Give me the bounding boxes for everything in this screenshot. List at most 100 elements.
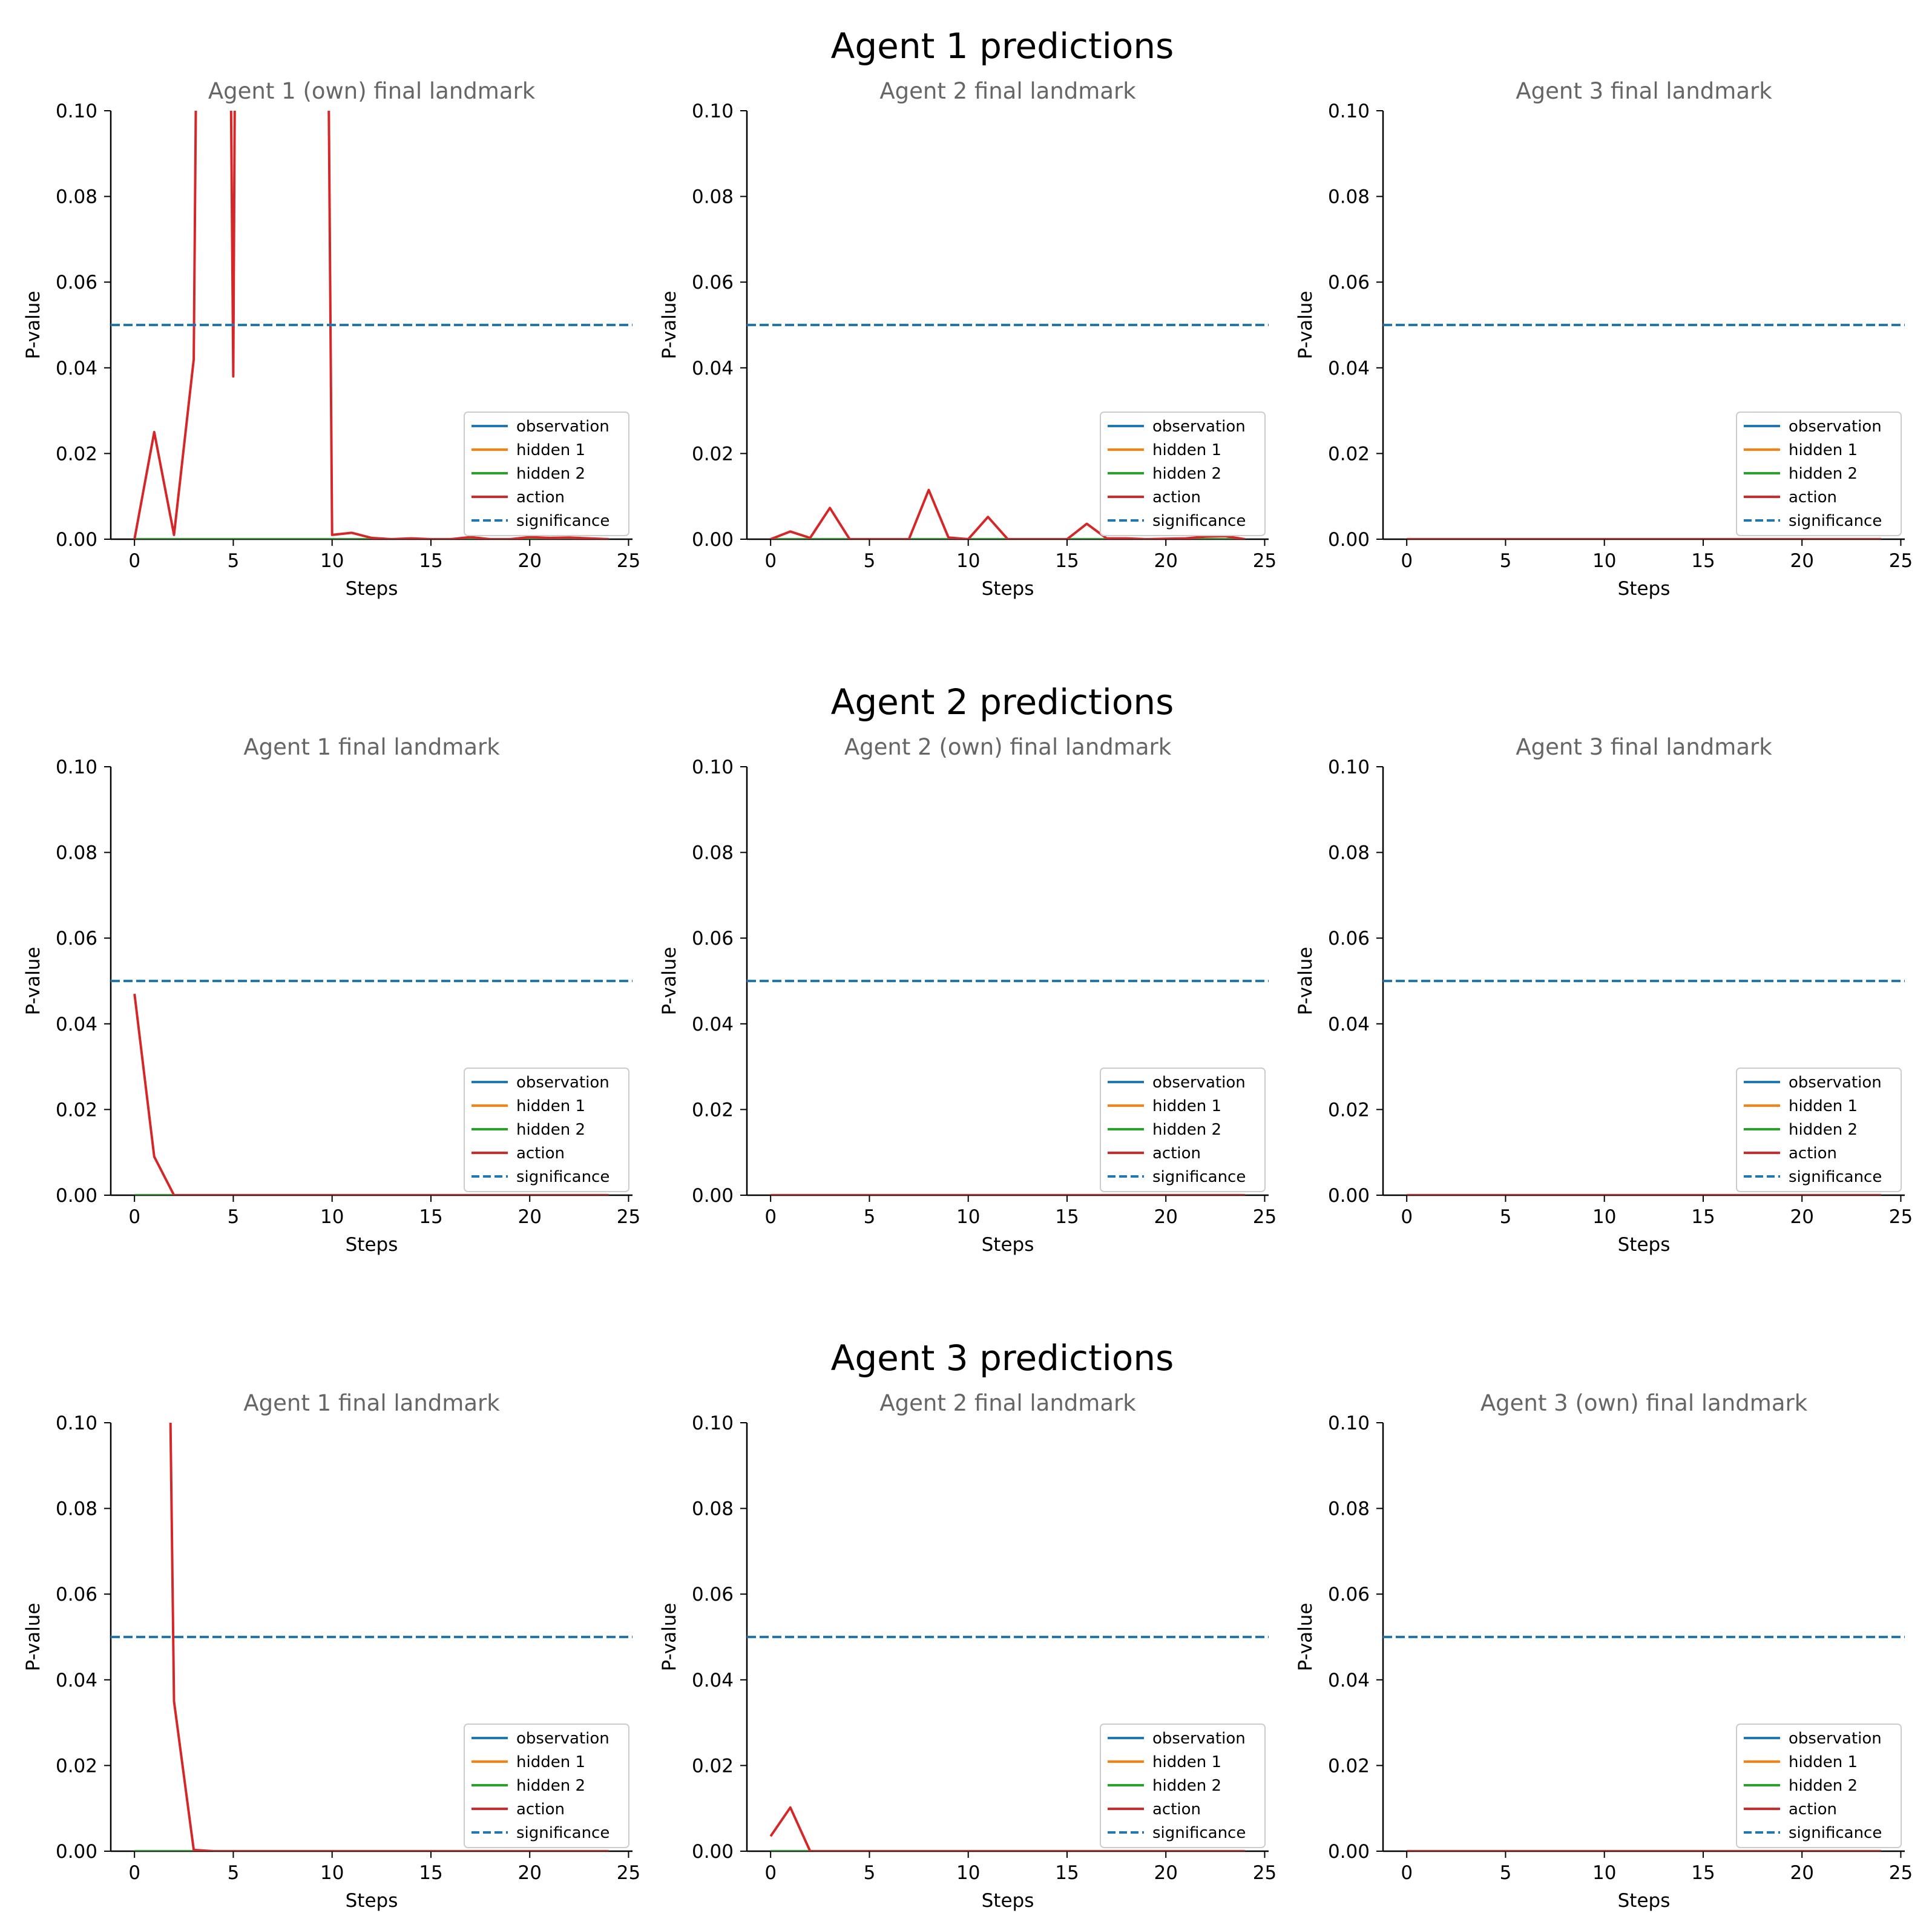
y-tick-label: 0.00	[692, 1185, 734, 1207]
y-tick-label: 0.08	[692, 842, 734, 864]
x-tick-label: 10	[1592, 550, 1616, 572]
legend-frame	[1736, 1068, 1902, 1192]
x-tick-label: 25	[1889, 1206, 1913, 1228]
series-line-action	[770, 488, 1246, 539]
legend-label-action: action	[1789, 1144, 1837, 1163]
x-tick-label: 5	[1500, 1206, 1512, 1228]
y-tick-label: 0.08	[692, 186, 734, 208]
x-tick-label: 5	[864, 1862, 876, 1884]
legend-label-hidden-1: hidden 1	[1789, 1097, 1858, 1115]
subplot-2-3: Agent 3 final landmark 0 5 10 15 20 25 0.00 0.02…	[1295, 734, 1913, 1256]
y-tick-label: 0.00	[1328, 1185, 1370, 1207]
y-tick-label: 0.06	[1328, 1584, 1370, 1605]
legend-label-significance: significance	[516, 1168, 610, 1186]
x-axis-label: Steps	[346, 1234, 398, 1256]
x-tick-label: 15	[1691, 550, 1715, 572]
legend-label-observation: observation	[1789, 418, 1882, 436]
y-tick-label: 0.04	[692, 1014, 734, 1035]
y-axis-label: P-value	[1295, 290, 1316, 359]
y-tick-label: 0.10	[56, 1412, 97, 1434]
y-tick-label: 0.08	[1328, 1498, 1370, 1520]
subplot-2-2: Agent 2 (own) final landmark 0 5 10 15 20 25 0.…	[659, 734, 1276, 1256]
y-tick-label: 0.04	[1328, 1014, 1370, 1035]
x-tick-label: 10	[1592, 1206, 1616, 1228]
legend-label-hidden-1: hidden 1	[1789, 441, 1858, 459]
legend-label-hidden-1: hidden 1	[1152, 441, 1221, 459]
y-tick-label: 0.08	[56, 186, 97, 208]
x-tick-label: 0	[764, 550, 777, 572]
legend-label-action: action	[516, 1800, 565, 1819]
legend-label-hidden-2: hidden 2	[1152, 1121, 1221, 1139]
y-tick-label: 0.00	[56, 1841, 97, 1863]
y-tick-label: 0.04	[692, 1670, 734, 1691]
y-axis-label: P-value	[1295, 1602, 1316, 1671]
y-tick-label: 0.02	[1328, 443, 1370, 465]
x-tick-label: 20	[1154, 550, 1177, 572]
x-axis-label: Steps	[982, 1234, 1034, 1256]
x-tick-label: 20	[1154, 1862, 1177, 1884]
x-tick-label: 15	[1055, 550, 1079, 572]
y-axis-label: P-value	[1295, 946, 1316, 1015]
x-tick-label: 5	[1500, 1862, 1512, 1884]
y-tick-label: 0.04	[692, 358, 734, 379]
plot-area	[747, 980, 1269, 1195]
subplot-title: Agent 2 final landmark	[879, 78, 1136, 104]
x-tick-label: 15	[1055, 1862, 1079, 1884]
y-tick-label: 0.04	[56, 1670, 97, 1691]
legend-label-hidden-1: hidden 1	[516, 1753, 585, 1771]
y-tick-label: 0.04	[56, 358, 97, 379]
legend: observation hidden 1 hidden 2 action signifi…	[1736, 1068, 1902, 1192]
legend-label-hidden-1: hidden 1	[1152, 1097, 1221, 1115]
y-axis-label: P-value	[659, 1602, 680, 1671]
y-tick-label: 0.04	[1328, 358, 1370, 379]
x-tick-label: 10	[956, 1862, 980, 1884]
y-tick-label: 0.10	[692, 100, 734, 122]
legend-label-hidden-1: hidden 1	[516, 441, 585, 459]
row-title-3: Agent 3 predictions	[831, 1337, 1174, 1379]
y-tick-label: 0.10	[1328, 100, 1370, 122]
y-tick-label: 0.00	[692, 1841, 734, 1863]
subplot-1-3: Agent 3 final landmark 0 5 10 15 20 25 0.00 0.02…	[1295, 78, 1913, 600]
y-tick-label: 0.02	[56, 443, 97, 465]
legend-label-hidden-2: hidden 2	[1152, 1777, 1221, 1795]
legend-label-hidden-2: hidden 2	[1789, 1121, 1858, 1139]
x-axis-label: Steps	[1618, 1234, 1671, 1256]
legend-label-hidden-1: hidden 1	[516, 1097, 585, 1115]
x-tick-label: 10	[320, 1206, 344, 1228]
legend-label-action: action	[1152, 1144, 1201, 1163]
x-tick-label: 15	[1055, 1206, 1079, 1228]
y-tick-label: 0.10	[692, 1412, 734, 1434]
x-tick-label: 0	[128, 550, 140, 572]
x-tick-label: 5	[864, 1206, 876, 1228]
x-tick-label: 0	[128, 1206, 140, 1228]
legend: observation hidden 1 hidden 2 action signifi…	[1736, 412, 1902, 536]
legend: observation hidden 1 hidden 2 action signifi…	[1100, 412, 1266, 536]
legend-label-significance: significance	[1789, 512, 1882, 530]
plot-area	[1383, 324, 1905, 539]
legend-label-significance: significance	[1152, 1168, 1246, 1186]
y-tick-label: 0.02	[56, 1755, 97, 1777]
legend-frame	[464, 412, 629, 536]
subplot-3-3: Agent 3 (own) final landmark 0 5 10 15 20 25 0.…	[1295, 1390, 1913, 1912]
x-tick-label: 0	[1401, 1862, 1413, 1884]
legend-label-observation: observation	[516, 418, 610, 436]
legend-label-action: action	[1152, 488, 1201, 507]
x-tick-label: 25	[1253, 550, 1276, 572]
legend-frame	[1100, 1724, 1266, 1848]
legend-label-hidden-2: hidden 2	[1152, 465, 1221, 483]
subplot-title: Agent 3 final landmark	[1516, 734, 1772, 760]
x-tick-label: 20	[1790, 1862, 1813, 1884]
plot-area	[111, 1423, 632, 1851]
legend-label-hidden-2: hidden 2	[1789, 1777, 1858, 1795]
x-tick-label: 0	[1401, 1206, 1413, 1228]
y-tick-label: 0.00	[56, 529, 97, 551]
subplot-title: Agent 2 final landmark	[879, 1390, 1136, 1416]
series-line-action	[133, 111, 609, 539]
x-tick-label: 20	[1790, 550, 1813, 572]
y-tick-label: 0.10	[692, 756, 734, 778]
x-tick-label: 5	[228, 550, 240, 572]
y-tick-label: 0.10	[1328, 1412, 1370, 1434]
x-tick-label: 5	[228, 1862, 240, 1884]
legend: observation hidden 1 hidden 2 action signifi…	[464, 1724, 629, 1848]
